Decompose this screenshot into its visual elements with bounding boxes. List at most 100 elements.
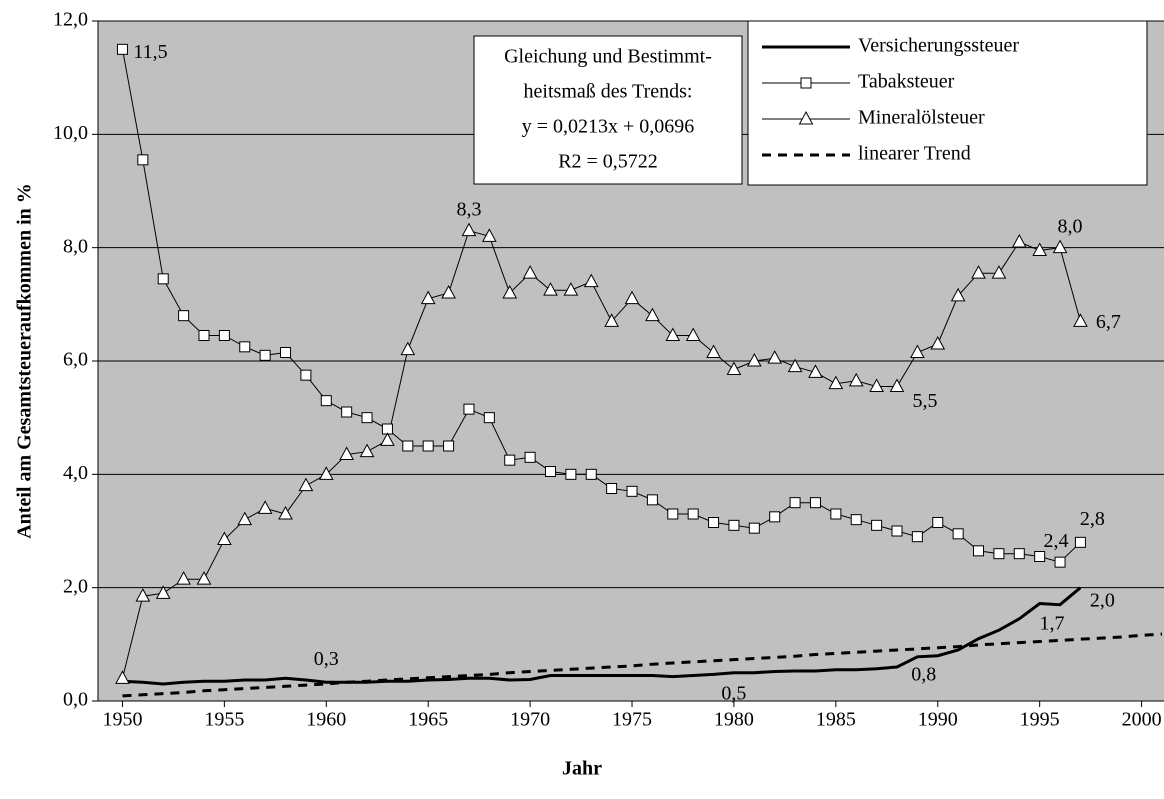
marker-triangle — [624, 290, 640, 305]
marker-triangle — [563, 282, 579, 296]
marker-square — [422, 440, 434, 452]
data-label: 1,7 — [1040, 612, 1065, 634]
marker-square — [667, 508, 679, 520]
marker-triangle — [1052, 239, 1068, 254]
marker-triangle — [461, 222, 477, 237]
marker-triangle — [196, 571, 212, 585]
annotation: Gleichung und Bestimmt-heitsmaß des Tren… — [473, 35, 743, 185]
marker-square — [524, 451, 536, 463]
marker-square — [280, 347, 292, 358]
data-labels: 0,3 0,5 0,8 1,7 2,0 11,5 2,4 2,8 8,3 5,5 8,0 6,7 — [133, 41, 1121, 704]
marker-triangle — [604, 313, 619, 327]
y-tick-label: 8,0 — [63, 235, 88, 257]
series-line — [122, 586, 1082, 686]
marker-square — [137, 154, 149, 166]
marker-triangle — [1073, 313, 1088, 327]
data-label: 6,7 — [1096, 311, 1121, 333]
marker-square — [911, 531, 923, 543]
marker-square — [116, 43, 128, 55]
marker-square — [483, 412, 495, 424]
x-tick-label: 1960 — [306, 709, 346, 731]
legend-label: Mineralölsteuer — [858, 107, 985, 129]
marker-square — [1074, 536, 1086, 548]
marker-triangle — [502, 284, 518, 299]
x-tick-label: 1985 — [816, 709, 856, 731]
y-tick-label: 0,0 — [63, 689, 88, 711]
marker-square — [544, 466, 556, 477]
legend-label: Versicherungssteuer — [858, 35, 1019, 57]
marker-triangle — [155, 585, 171, 599]
legend-label: linearer Trend — [858, 143, 971, 165]
marker-triangle — [706, 344, 721, 358]
marker-triangle — [991, 265, 1007, 279]
x-tick-label: 2000 — [1122, 709, 1162, 731]
marker-triangle — [746, 352, 762, 367]
marker-triangle — [869, 378, 884, 392]
data-label: 8,3 — [456, 198, 481, 220]
marker-triangle — [645, 307, 660, 322]
marker-square — [973, 545, 985, 557]
marker-square — [769, 511, 781, 523]
marker-square — [626, 485, 638, 497]
marker-triangle — [930, 335, 946, 350]
marker-triangle — [889, 378, 905, 392]
marker-square — [646, 494, 658, 506]
marker-square — [800, 77, 812, 89]
marker-square — [871, 519, 883, 531]
y-axis-title: Anteil am Gesamtsteueraufkommen in % — [14, 183, 36, 539]
x-tick-label: 1955 — [204, 709, 244, 731]
data-label: 8,0 — [1058, 215, 1083, 237]
data-label: 5,5 — [912, 390, 937, 412]
marker-square — [809, 497, 821, 509]
y-tick-label: 2,0 — [63, 575, 88, 597]
marker-triangle — [482, 228, 497, 242]
data-label: 2,0 — [1090, 589, 1115, 611]
marker-square — [361, 412, 373, 424]
marker-triangle — [359, 443, 375, 458]
data-label: 2,8 — [1080, 508, 1105, 530]
marker-square — [198, 330, 210, 341]
marker-square — [504, 454, 516, 466]
marker-square — [1054, 556, 1066, 568]
marker-triangle — [583, 273, 599, 288]
y-tick-label: 4,0 — [63, 462, 88, 484]
x-tick-label: 1975 — [612, 709, 652, 731]
marker-square — [687, 508, 699, 520]
marker-square — [585, 468, 597, 480]
marker-square — [1013, 548, 1025, 560]
x-tick-label: 1990 — [918, 709, 958, 731]
marker-square — [952, 528, 964, 540]
series-line — [122, 632, 1163, 698]
y-tick-label: 10,0 — [53, 122, 88, 144]
marker-square — [300, 369, 312, 381]
marker-square — [259, 349, 271, 361]
marker-square — [157, 273, 169, 285]
y-tick-label: 6,0 — [63, 349, 88, 371]
marker-square — [708, 517, 720, 528]
marker-triangle — [543, 282, 558, 296]
annotation-line: Gleichung und Bestimmt- — [504, 46, 712, 68]
marker-triangle — [115, 670, 130, 684]
marker-square — [565, 468, 577, 480]
marker-square — [830, 508, 842, 520]
annotation-line: R2 = 0,5722 — [558, 151, 658, 173]
marker-triangle — [910, 344, 925, 358]
marker-triangle — [318, 466, 334, 480]
marker-triangle — [665, 327, 681, 341]
marker-triangle — [828, 375, 844, 390]
marker-triangle — [278, 505, 293, 520]
marker-triangle — [420, 290, 436, 305]
x-tick-label: 1980 — [714, 709, 754, 731]
marker-triangle — [217, 531, 232, 545]
marker-square — [320, 395, 332, 407]
x-tick-label: 1970 — [510, 709, 550, 731]
marker-triangle — [441, 284, 456, 299]
marker-square — [341, 406, 353, 418]
marker-square — [993, 548, 1005, 560]
marker-triangle — [1032, 242, 1048, 256]
data-label: 11,5 — [133, 41, 167, 63]
marker-triangle — [971, 265, 986, 279]
data-label: 0,8 — [911, 663, 936, 685]
marker-triangle — [380, 432, 395, 446]
